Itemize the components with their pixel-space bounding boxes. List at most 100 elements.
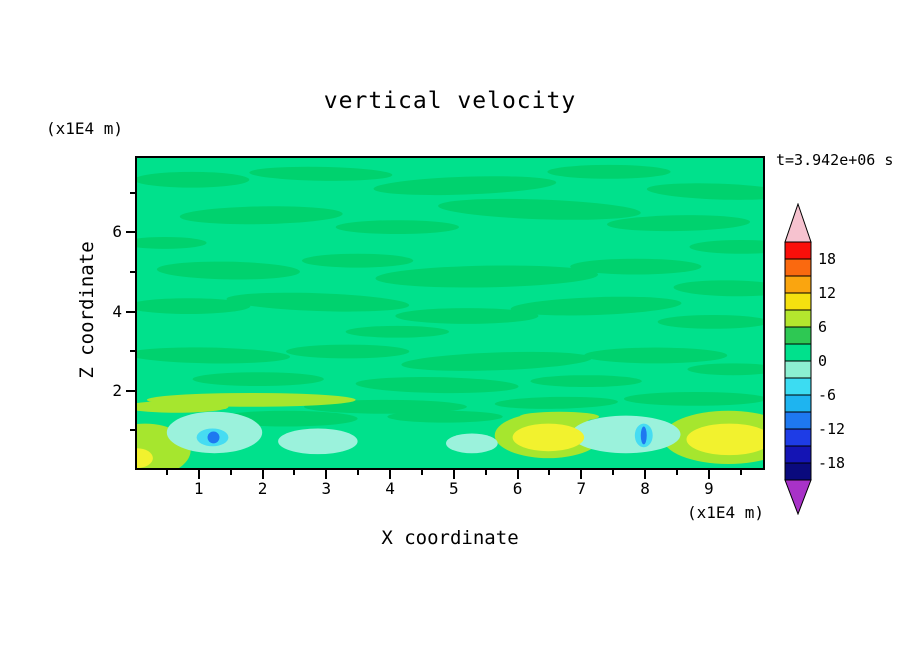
field-blob — [373, 176, 557, 196]
colorbar-segment — [784, 326, 812, 345]
x-tick — [580, 470, 583, 479]
x-minor-tick — [165, 470, 168, 475]
colorbar-label: 0 — [818, 352, 828, 370]
field-blob — [510, 296, 682, 316]
colorbar-segment — [784, 343, 812, 362]
colorbar-label: -18 — [818, 454, 846, 472]
field-blob — [571, 415, 681, 454]
y-axis-units-label: (x1E4 m) — [46, 119, 124, 138]
field-blob — [137, 298, 251, 314]
field-blob — [494, 396, 618, 409]
x-minor-tick — [420, 470, 423, 475]
y-minor-tick — [130, 271, 135, 274]
field-blob — [607, 215, 751, 232]
x-tick — [389, 470, 392, 479]
field-blob — [207, 431, 220, 444]
x-tick-label: 9 — [704, 479, 714, 498]
colorbar-label: -12 — [818, 420, 846, 438]
y-tick-label: 6 — [112, 222, 122, 242]
field-blob — [657, 314, 763, 329]
colorbar-segment — [784, 241, 812, 260]
chart-title: vertical velocity — [323, 88, 577, 114]
field-blob — [547, 164, 671, 179]
x-tick — [325, 470, 328, 479]
colorbar-top-arrow — [784, 203, 812, 243]
plot-area — [135, 156, 765, 470]
field-blob — [192, 372, 324, 387]
colorbar-segment — [784, 394, 812, 413]
y-minor-tick — [130, 350, 135, 353]
field-blob — [687, 363, 763, 376]
colorbar-label: 6 — [818, 318, 828, 336]
field-blob — [345, 325, 450, 338]
colorbar-label: -6 — [818, 386, 837, 404]
x-tick — [644, 470, 647, 479]
x-tick — [261, 470, 264, 479]
field-blob — [646, 183, 763, 200]
y-minor-tick — [130, 191, 135, 194]
x-minor-tick — [357, 470, 360, 475]
colorbar — [784, 203, 812, 515]
x-axis-title: X coordinate — [381, 527, 519, 549]
x-minor-tick — [293, 470, 296, 475]
y-tick-label: 2 — [112, 380, 122, 400]
field-blob — [673, 280, 763, 297]
field-blob — [438, 198, 641, 220]
colorbar-label: 18 — [818, 250, 837, 268]
x-tick — [452, 470, 455, 479]
field-blob — [640, 426, 647, 445]
colorbar-segment — [784, 360, 812, 379]
y-minor-tick — [130, 429, 135, 432]
x-tick — [707, 470, 710, 479]
colorbar-segment — [784, 377, 812, 396]
colorbar-segment — [784, 445, 812, 464]
x-tick — [197, 470, 200, 479]
field-blob — [446, 433, 498, 454]
colorbar-segment — [784, 258, 812, 277]
x-tick-label: 8 — [640, 479, 650, 498]
field-blob — [584, 347, 728, 364]
field-blob — [335, 220, 459, 235]
y-tick-label: 4 — [112, 301, 122, 321]
field-blob — [137, 400, 229, 413]
x-minor-tick — [739, 470, 742, 475]
colorbar-bottom-arrow — [784, 479, 812, 515]
field-blob — [249, 166, 393, 181]
colorbar-segment — [784, 309, 812, 328]
x-tick-label: 5 — [448, 479, 459, 498]
field-blob — [137, 347, 291, 364]
y-tick — [126, 389, 135, 392]
x-axis-units-label: (x1E4 m) — [687, 503, 765, 522]
field-blob — [226, 292, 410, 312]
x-tick-label: 6 — [512, 479, 523, 498]
contour-field — [137, 158, 763, 468]
field-blob — [387, 410, 503, 423]
x-tick-label: 7 — [576, 479, 587, 498]
colorbar-segment — [784, 462, 812, 481]
field-blob — [137, 236, 207, 249]
colorbar-label: 12 — [818, 284, 837, 302]
field-blob — [137, 171, 250, 188]
field-blob — [512, 423, 585, 452]
field-blob — [401, 351, 593, 371]
colorbar-segment — [784, 411, 812, 430]
y-tick — [126, 231, 135, 234]
field-blob — [286, 344, 410, 359]
field-blob — [530, 375, 642, 388]
x-minor-tick — [484, 470, 487, 475]
x-tick — [516, 470, 519, 479]
x-tick-label: 3 — [321, 479, 332, 498]
field-blob — [278, 428, 358, 455]
field-blob — [355, 377, 519, 394]
x-tick-label: 2 — [257, 479, 268, 498]
field-blob — [689, 239, 763, 254]
colorbar-segment — [784, 275, 812, 294]
y-tick — [126, 310, 135, 313]
x-minor-tick — [676, 470, 678, 475]
field-blob — [375, 265, 599, 288]
field-blob — [137, 448, 153, 468]
field-blob — [301, 253, 414, 268]
colorbar-segment — [784, 292, 812, 311]
field-blob — [179, 206, 343, 225]
